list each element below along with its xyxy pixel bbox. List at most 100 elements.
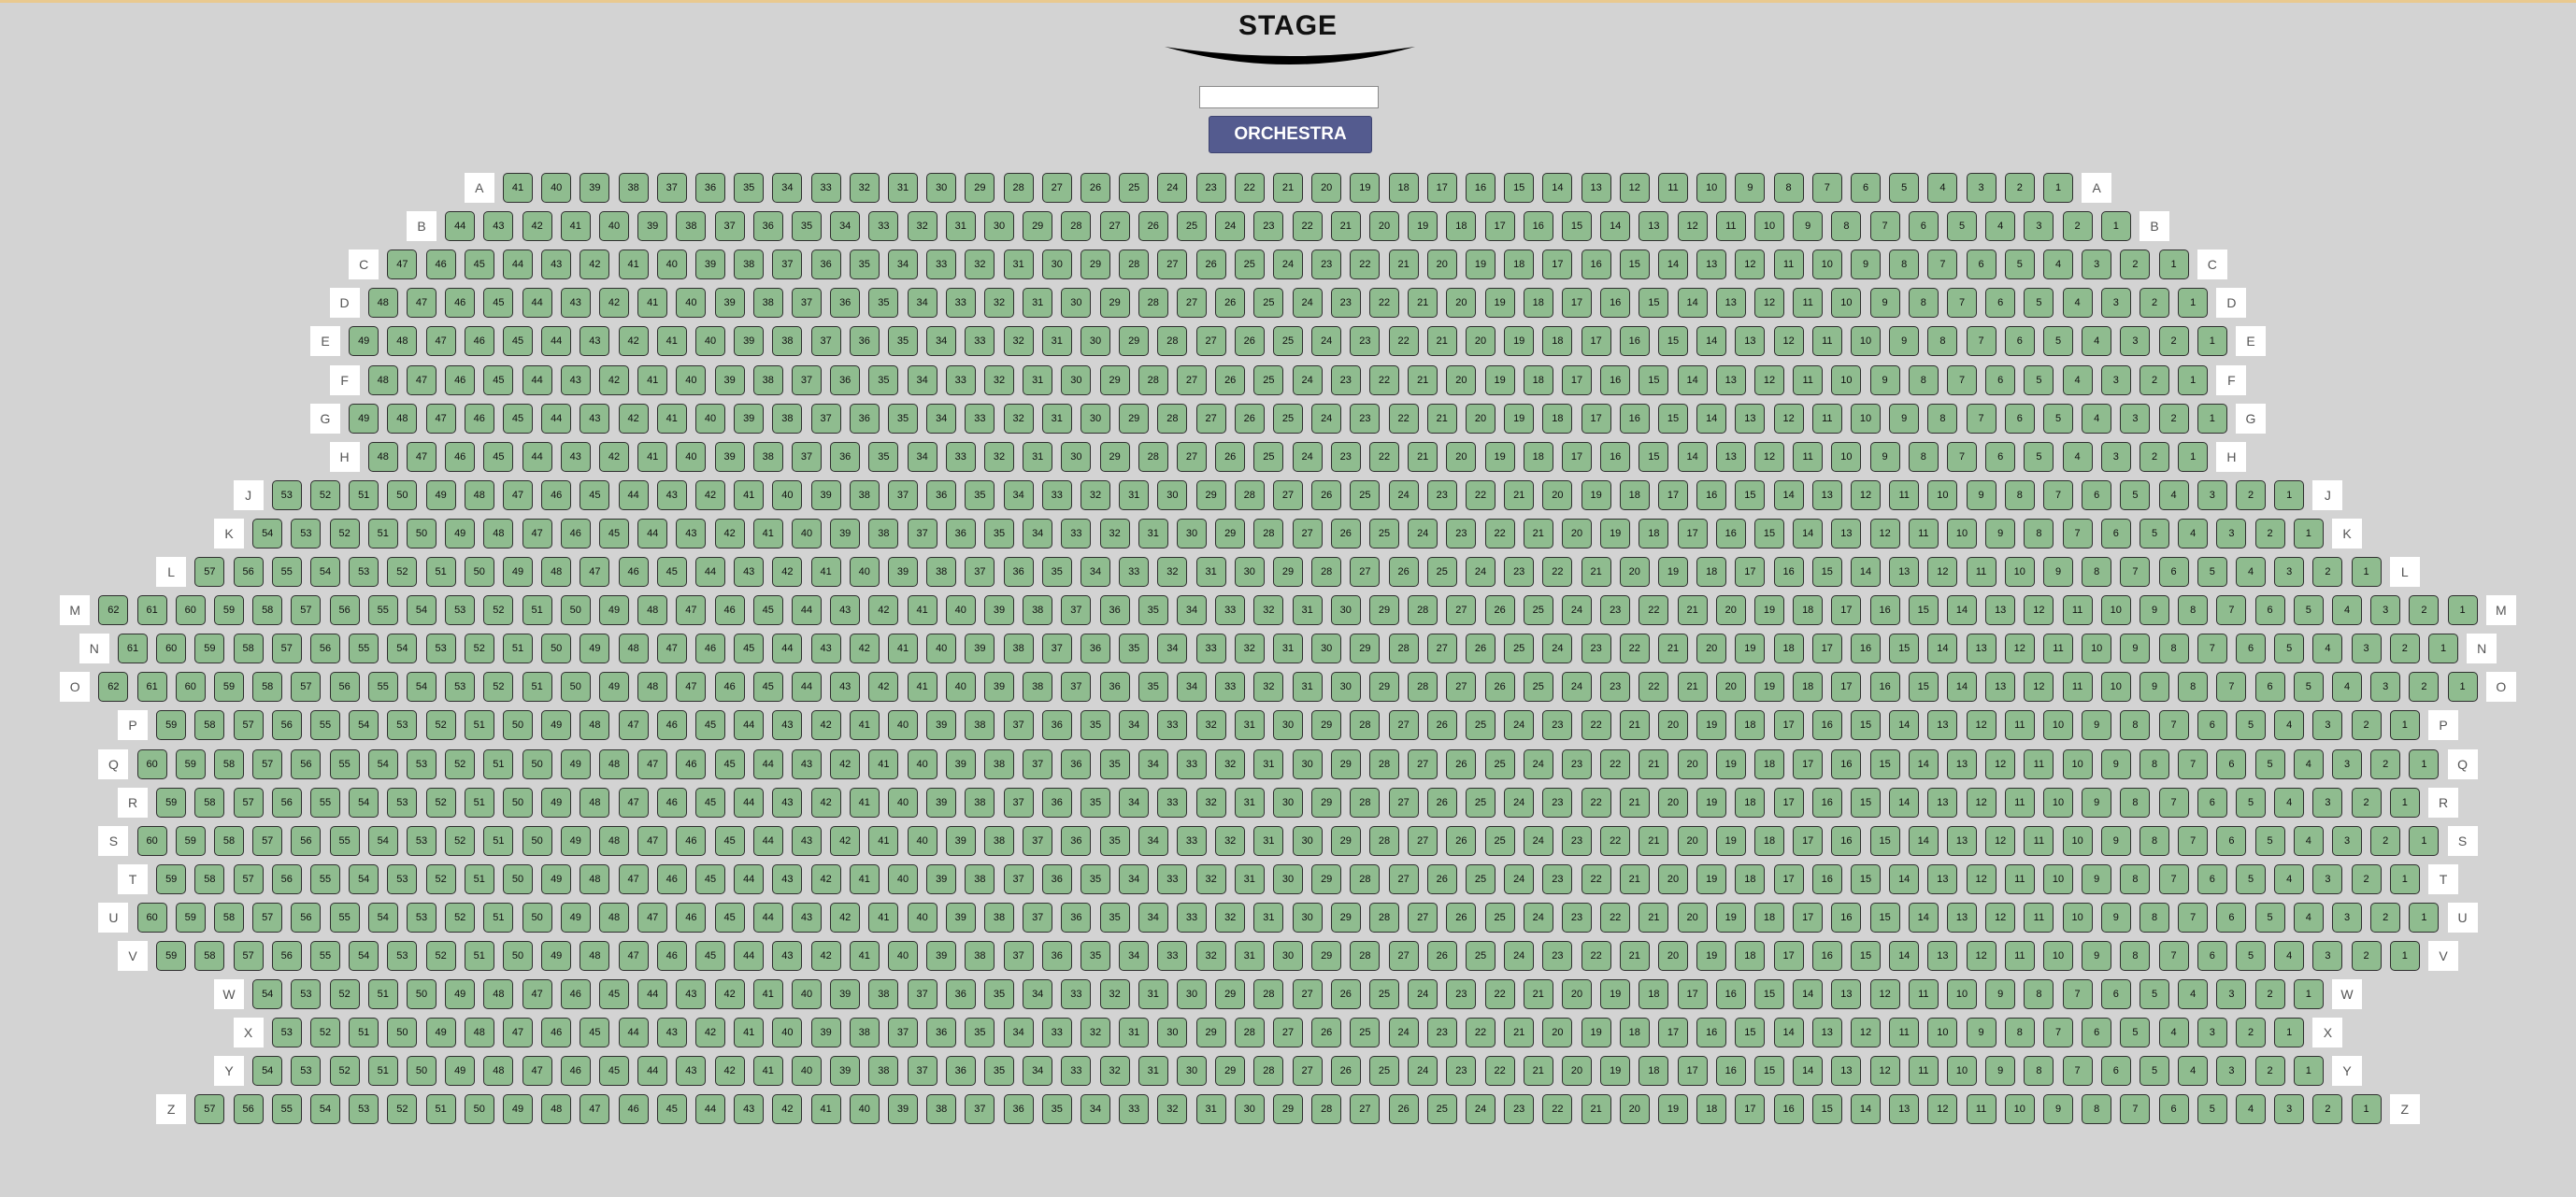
seat-q-30[interactable]: 30	[1292, 748, 1323, 779]
seat-u-19[interactable]: 19	[1715, 902, 1746, 933]
seat-y-35[interactable]: 35	[984, 1056, 1014, 1087]
seat-x-14[interactable]: 14	[1773, 1018, 1804, 1048]
seat-t-36[interactable]: 36	[1041, 863, 1072, 894]
seat-s-18[interactable]: 18	[1754, 825, 1784, 856]
seat-s-40[interactable]: 40	[907, 825, 937, 856]
seat-d-34[interactable]: 34	[907, 288, 937, 319]
seat-o-39[interactable]: 39	[984, 672, 1014, 703]
seat-s-57[interactable]: 57	[252, 825, 283, 856]
seat-j-41[interactable]: 41	[734, 479, 765, 510]
seat-x-7[interactable]: 7	[2043, 1018, 2073, 1048]
seat-y-12[interactable]: 12	[1869, 1056, 1900, 1087]
seat-r-16[interactable]: 16	[1811, 787, 1842, 818]
seat-h-13[interactable]: 13	[1715, 441, 1746, 472]
seat-e-49[interactable]: 49	[349, 326, 379, 357]
seat-s-42[interactable]: 42	[830, 825, 861, 856]
seat-g-25[interactable]: 25	[1273, 403, 1303, 434]
seat-r-36[interactable]: 36	[1041, 787, 1072, 818]
seat-x-25[interactable]: 25	[1350, 1018, 1381, 1048]
seat-x-50[interactable]: 50	[387, 1018, 418, 1048]
seat-a-19[interactable]: 19	[1350, 173, 1381, 203]
seat-u-42[interactable]: 42	[830, 902, 861, 933]
seat-o-45[interactable]: 45	[752, 672, 783, 703]
seat-y-37[interactable]: 37	[907, 1056, 937, 1087]
seat-b-22[interactable]: 22	[1292, 211, 1323, 242]
seat-n-43[interactable]: 43	[810, 634, 841, 664]
seat-d-11[interactable]: 11	[1793, 288, 1824, 319]
seat-n-19[interactable]: 19	[1735, 634, 1766, 664]
seat-b-12[interactable]: 12	[1677, 211, 1708, 242]
seat-c-45[interactable]: 45	[464, 249, 494, 280]
seat-d-25[interactable]: 25	[1253, 288, 1284, 319]
seat-f-44[interactable]: 44	[522, 364, 552, 395]
seat-n-40[interactable]: 40	[926, 634, 957, 664]
seat-q-23[interactable]: 23	[1562, 748, 1592, 779]
seat-l-5[interactable]: 5	[2197, 557, 2227, 587]
seat-w-7[interactable]: 7	[2062, 979, 2093, 1010]
seat-r-50[interactable]: 50	[503, 787, 533, 818]
seat-u-57[interactable]: 57	[252, 902, 283, 933]
seat-p-48[interactable]: 48	[580, 710, 610, 741]
seat-j-20[interactable]: 20	[1542, 479, 1573, 510]
seat-w-52[interactable]: 52	[329, 979, 360, 1010]
seat-j-21[interactable]: 21	[1504, 479, 1535, 510]
seat-w-5[interactable]: 5	[2140, 979, 2169, 1010]
seat-f-26[interactable]: 26	[1215, 364, 1246, 395]
seat-y-36[interactable]: 36	[945, 1056, 976, 1087]
seat-p-16[interactable]: 16	[1811, 710, 1842, 741]
seat-o-59[interactable]: 59	[214, 672, 244, 703]
seat-c-3[interactable]: 3	[2082, 249, 2112, 280]
seat-z-3[interactable]: 3	[2274, 1094, 2305, 1125]
seat-u-6[interactable]: 6	[2216, 902, 2247, 933]
seat-d-40[interactable]: 40	[676, 288, 707, 319]
seat-o-33[interactable]: 33	[1215, 672, 1246, 703]
seat-n-44[interactable]: 44	[772, 634, 803, 664]
seat-o-42[interactable]: 42	[868, 672, 899, 703]
seat-d-23[interactable]: 23	[1330, 288, 1361, 319]
seat-n-46[interactable]: 46	[695, 634, 725, 664]
seat-g-11[interactable]: 11	[1811, 403, 1842, 434]
seat-t-55[interactable]: 55	[310, 863, 340, 894]
seat-n-55[interactable]: 55	[349, 634, 379, 664]
seat-s-15[interactable]: 15	[1869, 825, 1900, 856]
seat-t-37[interactable]: 37	[1003, 863, 1034, 894]
seat-t-51[interactable]: 51	[464, 863, 494, 894]
seat-t-32[interactable]: 32	[1195, 863, 1226, 894]
seat-f-16[interactable]: 16	[1600, 364, 1631, 395]
seat-s-22[interactable]: 22	[1600, 825, 1631, 856]
seat-x-33[interactable]: 33	[1041, 1018, 1072, 1048]
seat-n-48[interactable]: 48	[618, 634, 649, 664]
seat-t-38[interactable]: 38	[965, 863, 995, 894]
seat-v-27[interactable]: 27	[1388, 941, 1419, 971]
seat-e-5[interactable]: 5	[2043, 326, 2073, 357]
seat-w-20[interactable]: 20	[1562, 979, 1592, 1010]
seat-z-37[interactable]: 37	[965, 1094, 995, 1125]
seat-p-8[interactable]: 8	[2120, 710, 2151, 741]
seat-t-6[interactable]: 6	[2197, 863, 2227, 894]
seat-u-55[interactable]: 55	[329, 902, 360, 933]
seat-t-59[interactable]: 59	[156, 863, 187, 894]
seat-a-29[interactable]: 29	[965, 173, 995, 203]
seat-s-54[interactable]: 54	[367, 825, 398, 856]
seat-r-4[interactable]: 4	[2274, 787, 2305, 818]
seat-k-48[interactable]: 48	[483, 518, 514, 549]
seat-f-31[interactable]: 31	[1023, 364, 1053, 395]
seat-h-15[interactable]: 15	[1639, 441, 1669, 472]
seat-q-13[interactable]: 13	[1947, 748, 1977, 779]
seat-t-21[interactable]: 21	[1619, 863, 1650, 894]
seat-x-51[interactable]: 51	[349, 1018, 379, 1048]
seat-l-9[interactable]: 9	[2043, 557, 2073, 587]
seat-y-10[interactable]: 10	[1947, 1056, 1977, 1087]
seat-e-22[interactable]: 22	[1388, 326, 1419, 357]
seat-q-22[interactable]: 22	[1600, 748, 1631, 779]
seat-g-16[interactable]: 16	[1619, 403, 1650, 434]
seat-p-55[interactable]: 55	[310, 710, 340, 741]
seat-d-35[interactable]: 35	[868, 288, 899, 319]
seat-n-29[interactable]: 29	[1350, 634, 1381, 664]
seat-o-56[interactable]: 56	[329, 672, 360, 703]
seat-s-55[interactable]: 55	[329, 825, 360, 856]
seat-r-58[interactable]: 58	[194, 787, 225, 818]
seat-y-30[interactable]: 30	[1177, 1056, 1207, 1087]
seat-p-36[interactable]: 36	[1041, 710, 1072, 741]
seat-o-2[interactable]: 2	[2409, 672, 2440, 703]
